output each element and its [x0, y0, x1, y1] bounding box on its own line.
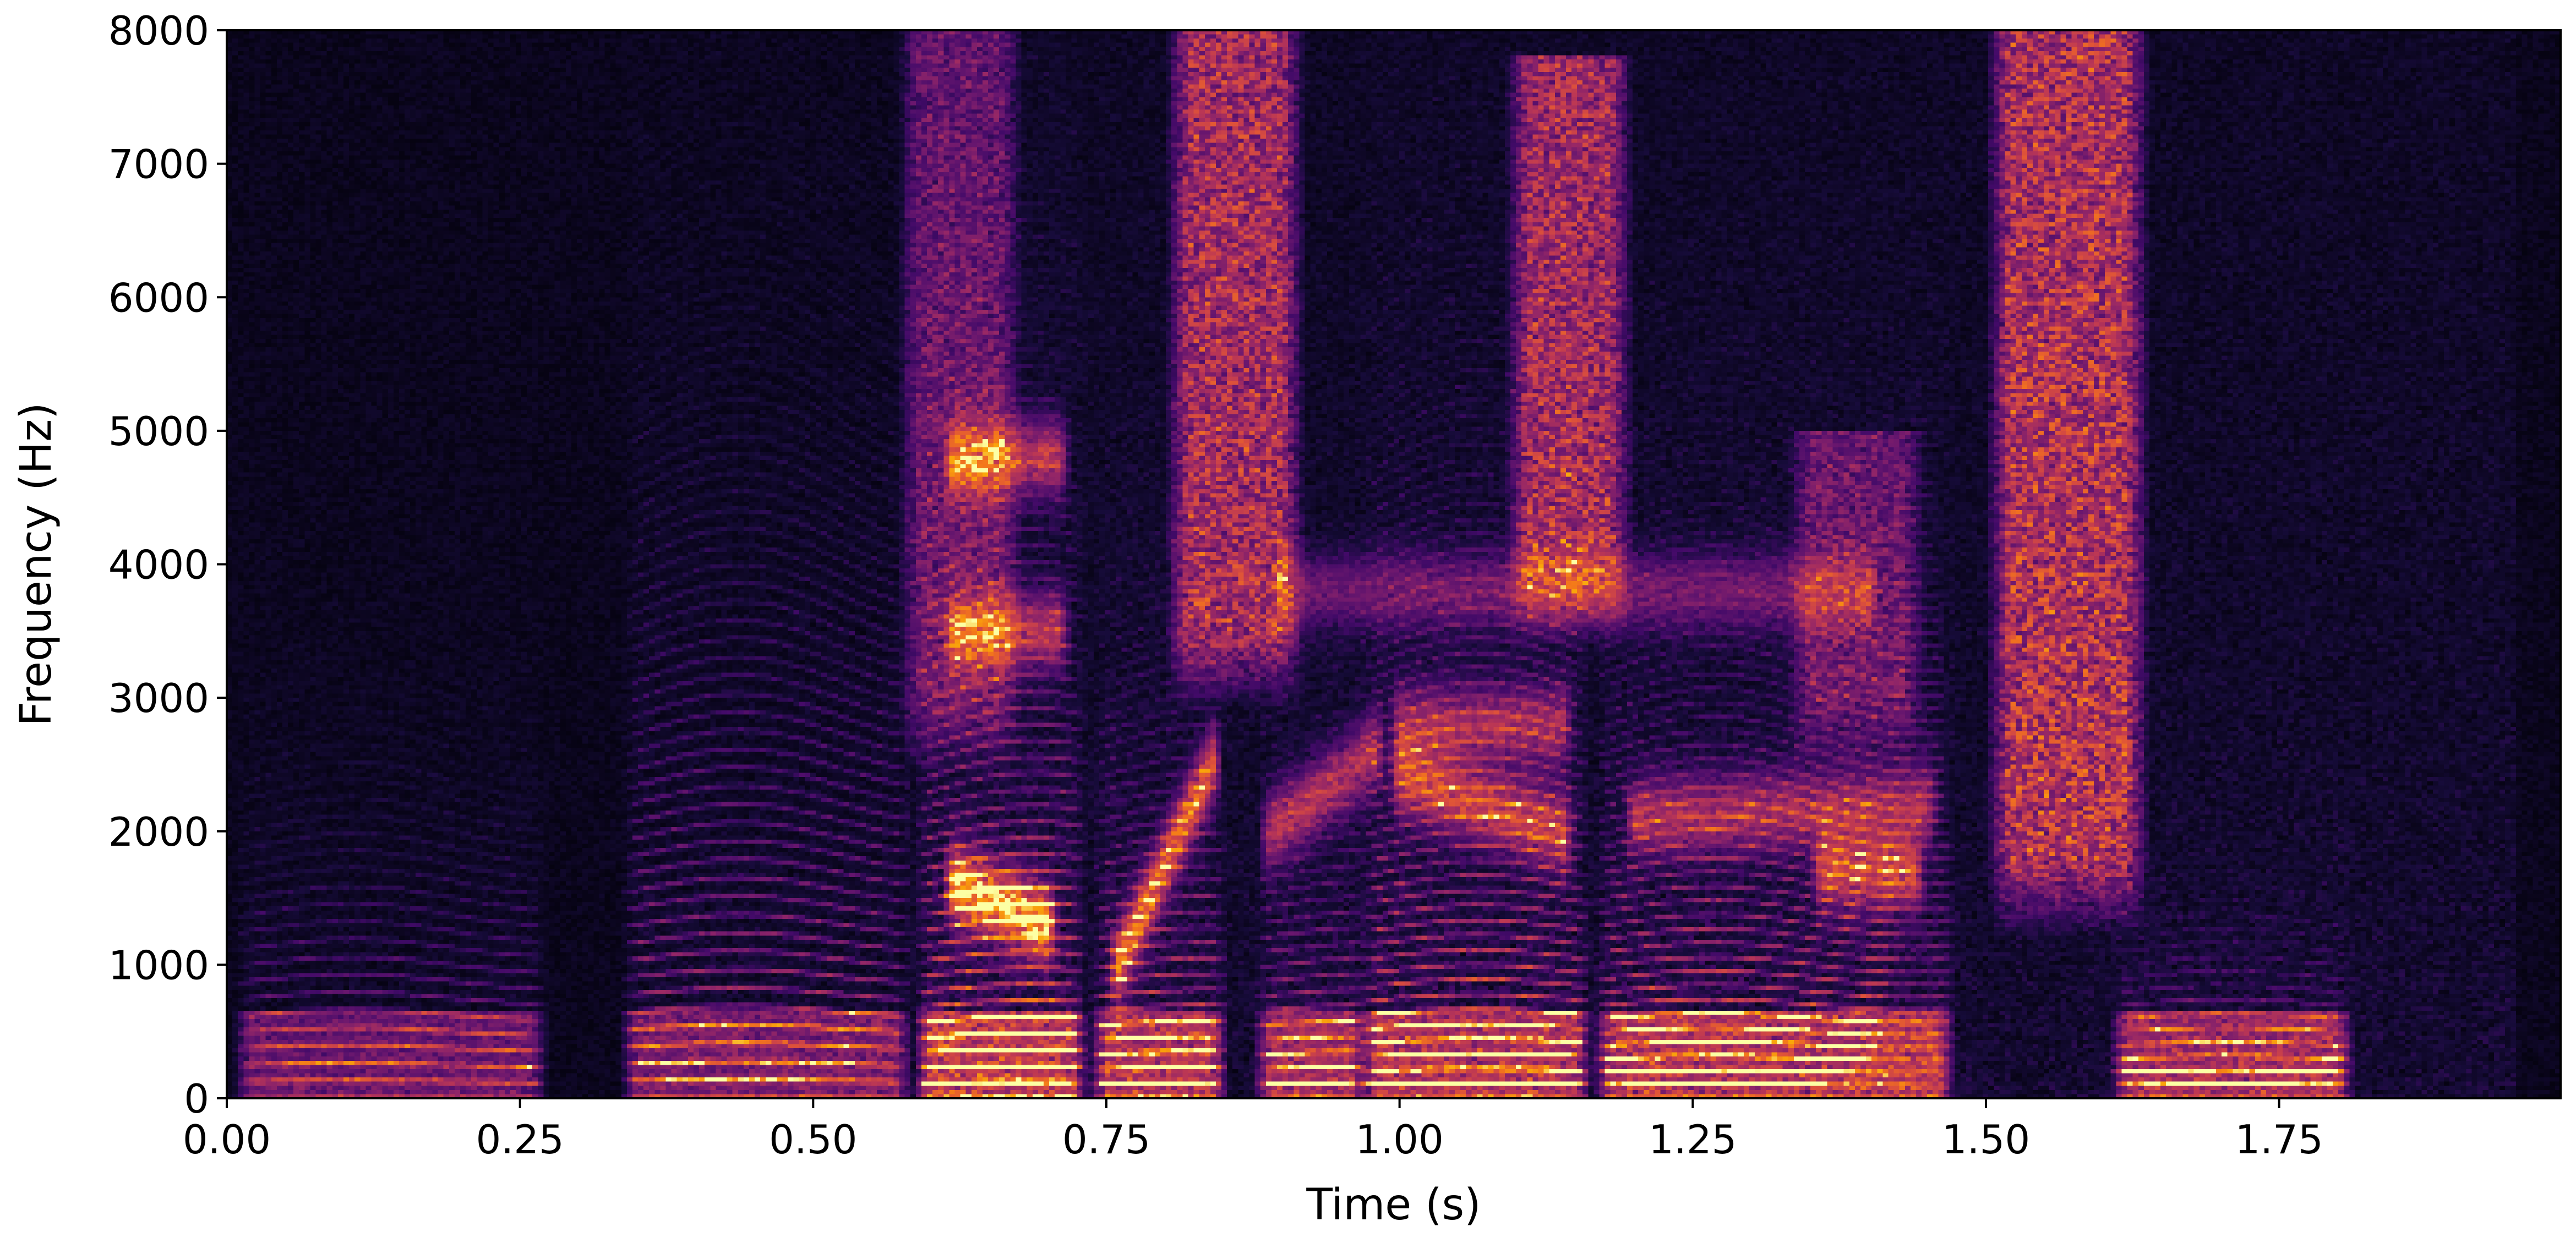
y-tick-label: 3000	[108, 675, 209, 721]
x-tick-label: 0.50	[769, 1116, 857, 1163]
x-axis-label: Time (s)	[1306, 1180, 1481, 1230]
y-tick-marks	[217, 29, 227, 1099]
y-tick-label: 5000	[108, 408, 209, 454]
y-axis-label: Frequency (Hz)	[12, 402, 61, 726]
x-tick-label: 0.25	[476, 1116, 564, 1163]
x-tick-label: 1.75	[2235, 1116, 2323, 1163]
plot-frame	[226, 29, 2562, 1099]
y-tick-labels: 0 1000 2000 3000 4000 5000 6000 7000 8000	[108, 8, 209, 1122]
x-tick-label: 1.50	[1942, 1116, 2030, 1163]
x-tick-label: 0.75	[1062, 1116, 1150, 1163]
y-tick-label: 1000	[108, 942, 209, 988]
x-tick-label: 0.00	[183, 1116, 271, 1163]
y-tick-label: 2000	[108, 809, 209, 855]
y-tick-label: 6000	[108, 275, 209, 321]
x-tick-labels: 0.00 0.25 0.50 0.75 1.00 1.25 1.50 1.75	[183, 1116, 2323, 1163]
x-tick-label: 1.25	[1649, 1116, 1737, 1163]
x-tick-marks	[226, 1098, 2280, 1108]
spectrogram-heatmap	[227, 30, 2561, 1098]
y-tick-label: 4000	[108, 542, 209, 588]
x-tick-label: 1.00	[1355, 1116, 1443, 1163]
y-tick-label: 7000	[108, 141, 209, 188]
y-tick-label: 8000	[108, 8, 209, 54]
spectrogram-image	[227, 30, 2561, 1098]
y-tick-label: 0	[184, 1076, 209, 1122]
